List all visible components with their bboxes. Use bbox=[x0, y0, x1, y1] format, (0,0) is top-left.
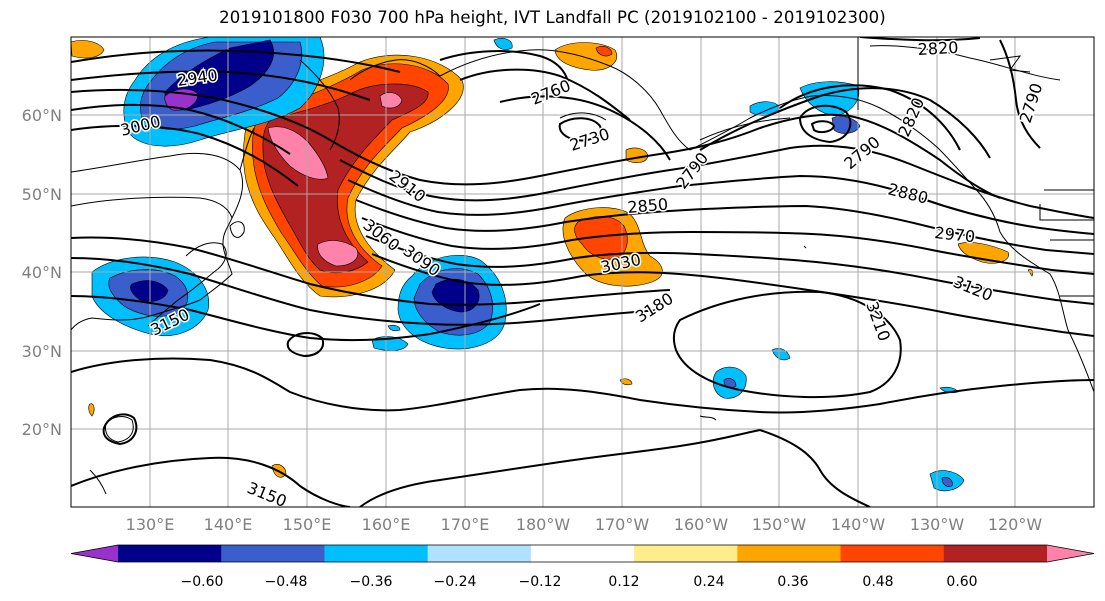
colorbar-tick-labels: −0.60 −0.48 −0.36 −0.24 −0.12 0.12 0.24 … bbox=[181, 574, 978, 590]
latitude-label: 20°N bbox=[22, 420, 62, 439]
longitude-label: 140°W bbox=[831, 515, 886, 534]
latitude-label: 40°N bbox=[22, 263, 62, 282]
colorbar-tick-label: 0.60 bbox=[946, 574, 977, 590]
colorbar-outline bbox=[70, 544, 1095, 563]
colorbar-segment bbox=[840, 545, 945, 562]
longitude-label: 160°W bbox=[674, 515, 729, 534]
colorbar-segment bbox=[737, 545, 842, 562]
longitude-label: 180°W bbox=[516, 515, 571, 534]
map-title: 2019101800 F030 700 hPa height, IVT Land… bbox=[219, 8, 886, 27]
colorbar-segment bbox=[118, 545, 222, 562]
colorbar-extend-min bbox=[71, 545, 118, 562]
colorbar-tick-label: 0.24 bbox=[693, 574, 724, 590]
contour-label: 2820 bbox=[917, 38, 959, 59]
longitude-label: 150°E bbox=[283, 515, 332, 534]
map-content: 2940 3000 2760 2730 2820 2790 2790 2790 … bbox=[71, 37, 1094, 507]
longitude-label: 130°E bbox=[126, 515, 175, 534]
latitude-label: 50°N bbox=[22, 185, 62, 204]
colorbar-segment bbox=[634, 545, 738, 562]
colorbar-tick-label: −0.60 bbox=[181, 574, 224, 590]
gridlines bbox=[71, 37, 1094, 507]
longitude-label: 150°W bbox=[752, 515, 807, 534]
colorbar: −0.60 −0.48 −0.36 −0.24 −0.12 0.12 0.24 … bbox=[70, 544, 1095, 590]
colorbar-segment bbox=[943, 545, 1048, 562]
colorbar-tick-label: −0.12 bbox=[519, 574, 562, 590]
colorbar-segment bbox=[530, 545, 635, 562]
latitude-label: 30°N bbox=[22, 342, 62, 361]
longitude-label: 170°W bbox=[595, 515, 650, 534]
height-contours bbox=[71, 37, 1094, 507]
colorbar-segments bbox=[70, 544, 1095, 563]
colorbar-tick-label: 0.12 bbox=[608, 574, 639, 590]
longitude-label: 140°E bbox=[204, 515, 253, 534]
latitude-labels: 60°N 50°N 40°N 30°N 20°N bbox=[22, 106, 62, 439]
colorbar-tick-label: −0.24 bbox=[434, 574, 477, 590]
colorbar-tick-label: −0.48 bbox=[265, 574, 308, 590]
colorbar-tick-label: 0.36 bbox=[777, 574, 808, 590]
colorbar-tick-label: 0.48 bbox=[862, 574, 893, 590]
colorbar-segment bbox=[324, 545, 429, 562]
colorbar-segment bbox=[427, 545, 532, 562]
longitude-label: 120°W bbox=[988, 515, 1043, 534]
ivt-shading bbox=[71, 37, 1034, 492]
latitude-label: 60°N bbox=[22, 106, 62, 125]
map-frame bbox=[70, 36, 1095, 508]
colorbar-segment bbox=[221, 545, 325, 562]
colorbar-tick-label: −0.36 bbox=[350, 574, 393, 590]
contour-label: 2850 bbox=[627, 195, 669, 217]
longitude-label: 160°E bbox=[362, 515, 411, 534]
longitude-labels: 130°E 140°E 150°E 160°E 170°E 180°W 170°… bbox=[126, 515, 1043, 534]
colorbar-extend-max bbox=[1047, 545, 1094, 562]
longitude-label: 170°E bbox=[441, 515, 490, 534]
longitude-label: 130°W bbox=[910, 515, 965, 534]
